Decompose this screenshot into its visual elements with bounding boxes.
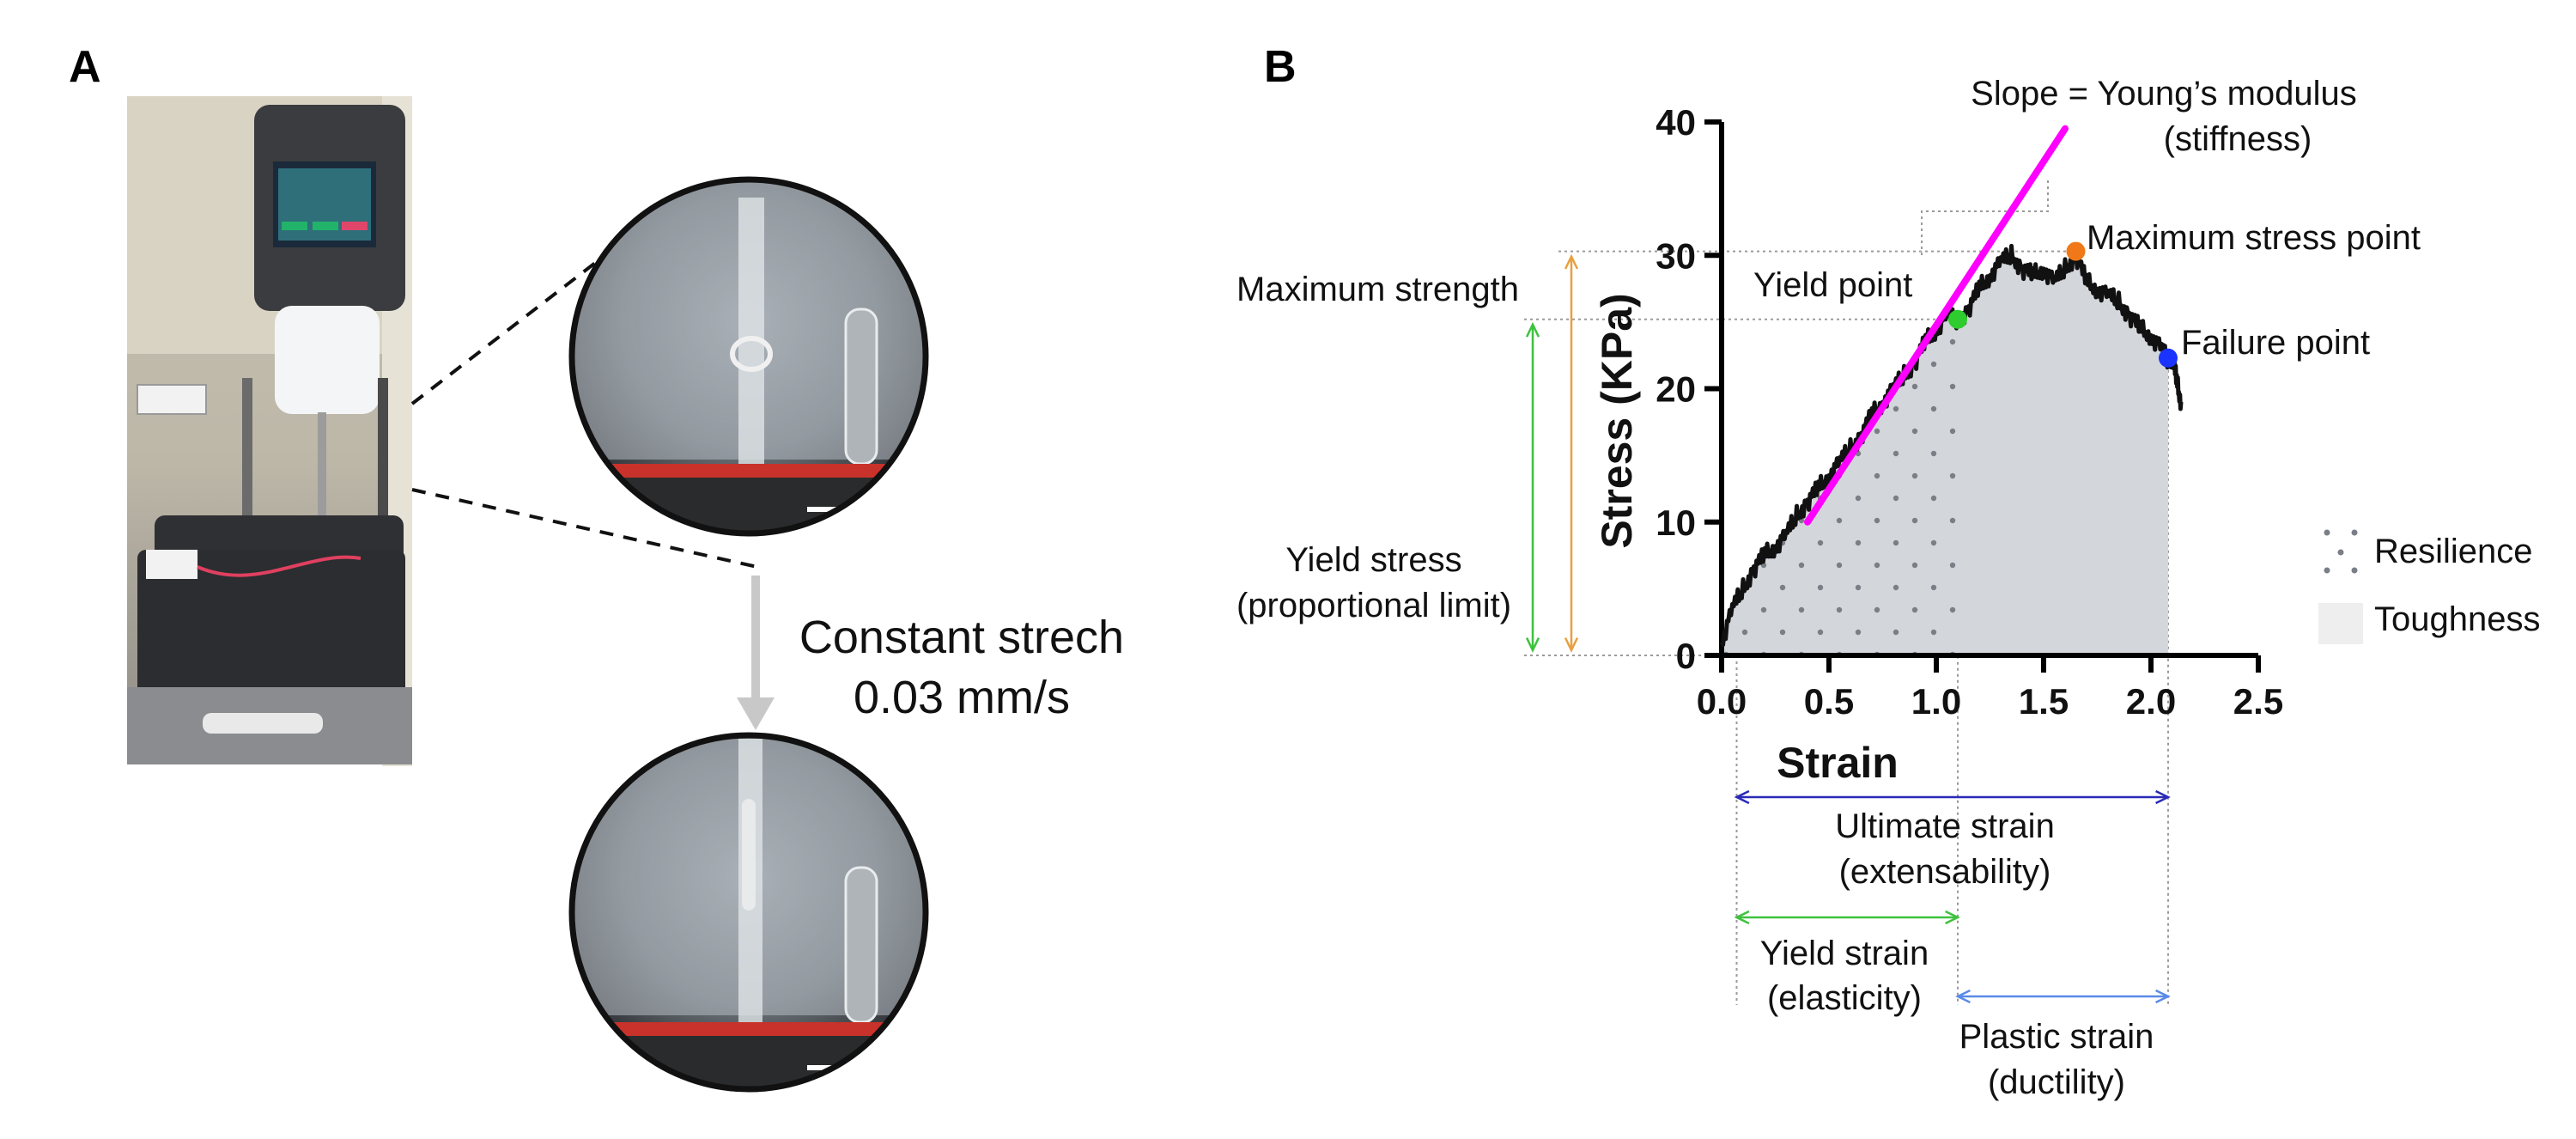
scale-bar: [807, 507, 850, 512]
arrow-label-line1: Constant strech: [799, 612, 1124, 663]
y-tick-label: 30: [1656, 235, 1696, 276]
legend-toughness-label: Toughness: [2374, 600, 2540, 638]
yield-stress-label-line1: Yield stress: [1285, 541, 1461, 579]
max-strength-arrow: [1564, 253, 1579, 653]
yield-point-label: Yield point: [1753, 266, 1912, 304]
yield-stress-arrow: [1525, 321, 1540, 653]
stretch-arrowhead: [737, 697, 775, 730]
ultimate-strain-label-line2: (extensability): [1839, 853, 2051, 891]
x-tick-label: 2.0: [2126, 681, 2176, 722]
max-strength-label: Maximum strength: [1236, 271, 1519, 308]
ultimate-strain-arrow: [1734, 789, 2171, 805]
arrow-label-line2: 0.03 mm/s: [854, 672, 1070, 723]
zoom-line-bottom: [411, 488, 758, 569]
failure-point-marker: [2159, 348, 2178, 368]
yield-strain-label-line2: (elasticity): [1767, 979, 1922, 1017]
x-tick-label: 1.0: [1911, 681, 1961, 722]
yield-strain-arrow: [1734, 910, 1960, 925]
plastic-strain-arrow: [1955, 989, 2171, 1004]
max-stress-point-marker: [2066, 241, 2086, 261]
panel-b: 0 10 20 30 40 0.0 0.5 1.0 1.5 2.0 2.5 Strain Stres…: [1236, 75, 2541, 1101]
y-tick-label: 40: [1656, 102, 1696, 143]
slope-label-line1: Slope = Young’s modulus: [1971, 75, 2357, 113]
zoom-circle-before: [568, 176, 929, 537]
yield-point-marker: [1948, 309, 1967, 329]
failure-point-label: Failure point: [2181, 324, 2370, 362]
yield-stress-label-line2: (proportional limit): [1236, 587, 1511, 624]
y-tick-label: 10: [1656, 502, 1696, 543]
legend-resilience-label: Resilience: [2374, 533, 2533, 570]
yield-strain-label-line1: Yield strain: [1760, 935, 1929, 972]
y-axis-title: Stress (KPa): [1593, 293, 1641, 548]
x-tick-label: 0.5: [1804, 681, 1854, 722]
legend-toughness-swatch: [2318, 603, 2363, 644]
panel-a: Constant strech 0.03 mm/s: [127, 96, 1124, 1093]
resilience-area: [1722, 309, 1958, 655]
legend: Resilience Toughness: [2318, 529, 2540, 644]
max-stress-point-label: Maximum stress point: [2087, 219, 2421, 257]
guide-slope-bracket: [1921, 180, 2049, 258]
tensile-machine-photo: [127, 96, 412, 766]
x-tick-label: 2.5: [2233, 681, 2283, 722]
panel-a-letter: A: [69, 42, 101, 92]
youngs-modulus-line: [1804, 125, 2069, 526]
plastic-strain-label-line2: (ductility): [1988, 1063, 2125, 1101]
ultimate-strain-label-line1: Ultimate strain: [1835, 807, 2055, 845]
slope-label-line2: (stiffness): [2164, 120, 2312, 158]
x-tick-label: 0.0: [1697, 681, 1747, 722]
annotation-arrows: [1525, 253, 2171, 1004]
panel-b-letter: B: [1264, 42, 1297, 92]
y-tick-label: 20: [1656, 369, 1696, 410]
plastic-strain-label-line1: Plastic strain: [1959, 1018, 2154, 1056]
x-axis-title: Strain: [1777, 739, 1899, 787]
legend-resilience-swatch: [2324, 529, 2358, 574]
axis-ticks: 0 10 20 30 40 0.0 0.5 1.0 1.5 2.0 2.5: [1656, 102, 2283, 722]
zoom-circle-after: [568, 732, 929, 1093]
x-tick-label: 1.5: [2019, 681, 2069, 722]
y-tick-label: 0: [1676, 636, 1696, 676]
